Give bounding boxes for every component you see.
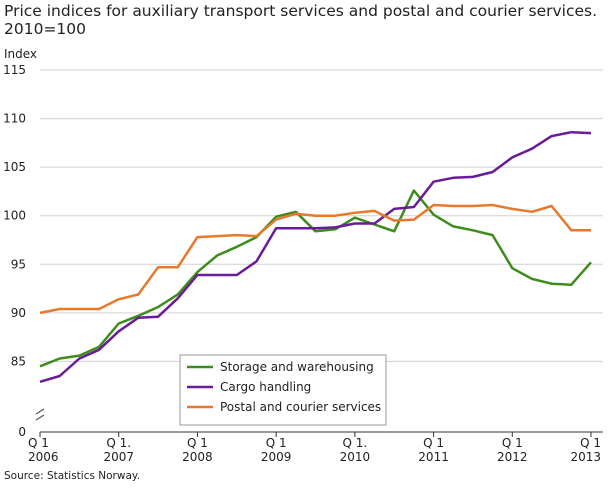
x-tick-label: Q 1 [580,436,601,450]
legend-label-3: Postal and courier services [220,400,381,414]
x-tick-label: Q 1. [106,436,131,450]
legend-box [179,354,387,426]
x-tick-year: 2006 [28,450,59,464]
series-line-1 [39,189,592,368]
x-tick-label: Q 1 [423,436,444,450]
series-lines [39,130,592,383]
x-tick-label: Q 1 [28,436,49,450]
x-tick-year: 2010 [340,450,371,464]
y-axis-title: Index [4,47,37,61]
x-tick-year: 2007 [103,450,134,464]
y-tick-85: 85 [11,354,26,368]
y-tick-0: 0 [18,425,26,439]
y-tick-labels: 0 85 90 95 100 105 110 115 [3,63,26,439]
y-tick-90: 90 [11,306,26,320]
x-tick-year: 2013 [570,450,601,464]
x-tick-year: 2009 [261,450,292,464]
x-tick-label: Q 1 [187,436,208,450]
legend: Storage and warehousing Cargo handling Pos… [179,354,387,426]
legend-label-1: Storage and warehousing [220,360,374,374]
y-tick-95: 95 [11,257,26,271]
axis-break-mark [35,408,45,421]
x-tick-label: Q 1 [266,436,287,450]
axes [35,408,603,437]
x-tick-label: Q 1. [342,436,367,450]
y-tick-100: 100 [3,209,26,223]
x-tick-label: Q 1 [502,436,523,450]
series-line-3 [39,203,591,315]
y-tick-105: 105 [3,160,26,174]
source-note: Source: Statistics Norway. [4,470,140,482]
y-tick-110: 110 [3,112,26,126]
chart-title: Price indices for auxiliary transport se… [4,2,598,38]
series-line-2 [39,130,592,383]
y-tick-115: 115 [3,63,26,77]
x-tick-year: 2012 [497,450,528,464]
x-tick-year: 2011 [418,450,449,464]
x-tick-year: 2008 [182,450,213,464]
legend-label-2: Cargo handling [220,380,311,394]
